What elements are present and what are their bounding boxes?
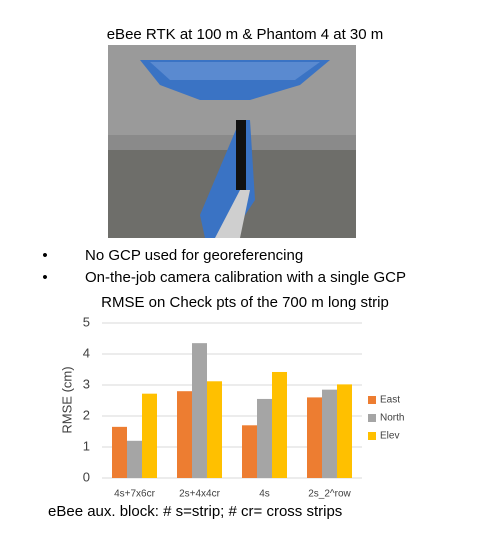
bar xyxy=(127,440,142,478)
y-tick-label: 5 xyxy=(83,314,90,329)
bullet-dot: • xyxy=(42,269,47,286)
bar xyxy=(242,425,257,478)
caption: eBee aux. block: # s=strip; # cr= cross … xyxy=(48,503,342,520)
x-tick-label: 2s_2^row xyxy=(308,489,351,500)
bar xyxy=(142,393,157,478)
y-tick-label: 1 xyxy=(83,438,90,453)
bar xyxy=(177,391,192,478)
y-tick-label: 4 xyxy=(83,345,90,360)
y-tick-label: 3 xyxy=(83,376,90,391)
bar xyxy=(207,381,222,478)
y-tick-label: 0 xyxy=(83,469,90,484)
bar xyxy=(192,343,207,478)
bar xyxy=(112,426,127,478)
x-tick-label: 4s xyxy=(259,489,270,500)
y-axis-label: RMSE (cm) xyxy=(59,366,74,433)
point-cloud-image xyxy=(108,45,356,238)
slide-title: eBee RTK at 100 m & Phantom 4 at 30 m xyxy=(107,26,384,43)
bar xyxy=(322,389,337,478)
legend-swatch xyxy=(368,396,376,404)
legend-swatch xyxy=(368,432,376,440)
legend-label: East xyxy=(380,395,400,406)
bar xyxy=(307,397,322,478)
bar xyxy=(337,384,352,478)
legend-label: North xyxy=(380,413,404,424)
legend-swatch xyxy=(368,414,376,422)
bar xyxy=(257,398,272,478)
y-tick-label: 2 xyxy=(83,407,90,422)
bullet: On-the-job camera calibration with a sin… xyxy=(85,269,406,286)
x-tick-label: 2s+4x4cr xyxy=(179,489,221,500)
x-tick-label: 4s+7x6cr xyxy=(114,489,156,500)
bullet-dot: • xyxy=(42,247,47,264)
bar xyxy=(272,371,287,478)
legend-label: Elev xyxy=(380,431,399,442)
bullet: No GCP used for georeferencing xyxy=(85,247,303,264)
chart-title: RMSE on Check pts of the 700 m long stri… xyxy=(101,294,389,311)
